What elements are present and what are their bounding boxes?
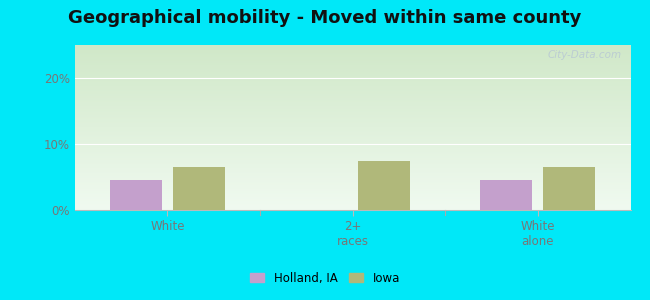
Bar bbox=[480, 180, 532, 210]
Bar bbox=[173, 167, 225, 210]
Legend: Holland, IA, Iowa: Holland, IA, Iowa bbox=[246, 268, 404, 288]
Bar bbox=[110, 180, 162, 210]
Bar bbox=[358, 160, 410, 210]
Text: City-Data.com: City-Data.com bbox=[548, 50, 622, 60]
Bar bbox=[543, 167, 595, 210]
Text: Geographical mobility - Moved within same county: Geographical mobility - Moved within sam… bbox=[68, 9, 582, 27]
